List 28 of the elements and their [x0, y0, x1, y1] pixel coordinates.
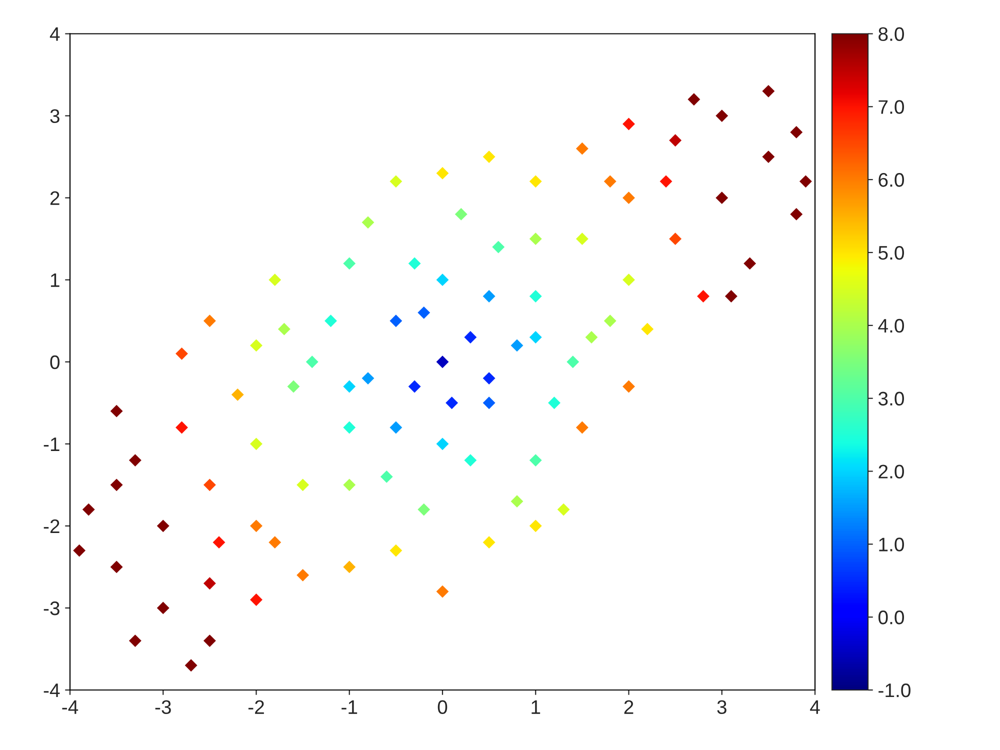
x-tick-label: 0: [438, 700, 448, 714]
x-tick-label: -4: [62, 700, 78, 714]
color-bar-label: 2.0: [878, 464, 904, 478]
y-tick-label: 4: [50, 27, 60, 41]
x-tick-label: 1: [532, 700, 540, 714]
x-tick-label: -2: [248, 700, 264, 714]
y-tick-label: -4: [44, 684, 60, 698]
color-bar-label: 4.0: [878, 318, 904, 333]
y-tick-label: 1: [50, 274, 60, 287]
y-tick-label: -3: [44, 601, 60, 616]
color-bar-label: 3.0: [878, 392, 904, 406]
color-bar-label: 5.0: [878, 246, 904, 260]
color-bar-label: 1.0: [879, 538, 904, 552]
color-bar-label: 0.0: [878, 610, 904, 624]
x-tick-label: -3: [155, 700, 171, 714]
y-tick-label: -1: [44, 438, 60, 451]
x-tick-label: 3: [717, 700, 726, 714]
y-tick-label: 0: [50, 355, 60, 370]
color-bar-label: 6.0: [878, 173, 904, 187]
y-tick-label: -2: [44, 519, 60, 533]
x-tick-label: -1: [342, 700, 358, 714]
y-tick-label: 2: [50, 191, 60, 205]
x-tick-label: 2: [624, 700, 634, 714]
x-tick-label: 4: [810, 700, 820, 714]
y-tick-label: 3: [50, 109, 60, 124]
color-bar-label: -1.0: [878, 683, 910, 698]
color-bar-label: 8.0: [878, 27, 904, 41]
color-bar-label: 7.0: [878, 100, 904, 114]
